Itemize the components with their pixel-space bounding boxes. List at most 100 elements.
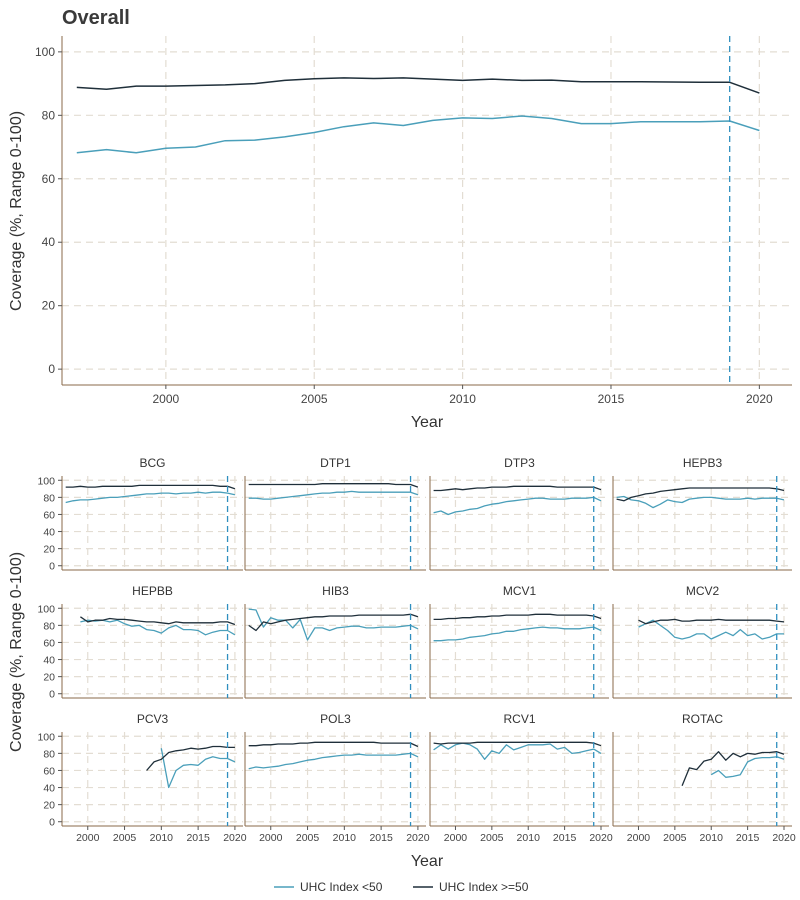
y-tick-label: 0 bbox=[49, 817, 55, 829]
facet-strip-label: RCV1 bbox=[503, 712, 535, 726]
facet-strip-label: HIB3 bbox=[322, 584, 349, 598]
series-line-uhc-high bbox=[76, 77, 760, 94]
facet-strip-label: BCG bbox=[139, 456, 165, 470]
legend-label-uhc-low: UHC Index <50 bbox=[300, 880, 383, 894]
y-tick-label: 0 bbox=[49, 689, 55, 701]
series-line-uhc-high bbox=[433, 741, 602, 747]
x-tick-label: 2000 bbox=[444, 832, 468, 844]
y-tick-label: 20 bbox=[42, 299, 56, 313]
facet-strip-label: MCV1 bbox=[503, 584, 537, 598]
series-line-uhc-low bbox=[80, 619, 236, 636]
y-axis-title: Coverage (%, Range 0-100) bbox=[8, 111, 25, 311]
y-tick-label: 40 bbox=[43, 655, 55, 667]
x-tick-label: 2000 bbox=[153, 392, 180, 406]
series-line-uhc-low bbox=[248, 608, 419, 641]
y-tick-label: 100 bbox=[37, 603, 55, 615]
x-tick-label: 2020 bbox=[223, 832, 247, 844]
facet-panel-bcg: BCG 0 20 40 60 80 100 bbox=[37, 456, 243, 573]
series-line-uhc-high bbox=[616, 487, 785, 502]
x-tick-label: 2010 bbox=[449, 392, 476, 406]
series-line-uhc-low bbox=[248, 752, 419, 770]
y-tick-label: 20 bbox=[43, 800, 55, 812]
x-tick-label: 2005 bbox=[113, 832, 137, 844]
series-line-uhc-low bbox=[638, 619, 784, 640]
y-tick-label: 60 bbox=[43, 637, 55, 649]
x-tick-label: 2010 bbox=[517, 832, 541, 844]
facet-y-axis-title: Coverage (%, Range 0-100) bbox=[8, 552, 25, 752]
facet-strip-label: ROTAC bbox=[682, 712, 723, 726]
series-line-uhc-low bbox=[160, 748, 236, 789]
facet-grid: BCG 0 20 40 60 80 100 DTP1 DTP3 HEPB3 HEPBB 0 20 40 60… bbox=[8, 456, 796, 870]
series-line-uhc-low bbox=[433, 496, 602, 516]
x-tick-label: 2015 bbox=[186, 832, 210, 844]
facet-strip-label: DTP1 bbox=[320, 456, 351, 470]
x-tick-label: 2015 bbox=[369, 832, 393, 844]
y-tick-label: 80 bbox=[43, 620, 55, 632]
facet-panel-hepb3: HEPB3 bbox=[612, 456, 792, 571]
facet-strip-label: PCV3 bbox=[137, 712, 169, 726]
y-tick-label: 80 bbox=[43, 492, 55, 504]
facet-panel-hib3: HIB3 bbox=[244, 584, 426, 699]
series-line-uhc-high bbox=[433, 613, 602, 621]
facet-panel-hepbb: HEPBB 0 20 40 60 80 100 bbox=[37, 584, 243, 701]
series-line-uhc-high bbox=[248, 483, 419, 488]
y-tick-label: 100 bbox=[37, 475, 55, 487]
x-tick-label: 2015 bbox=[736, 832, 760, 844]
y-tick-label: 40 bbox=[42, 235, 56, 249]
series-line-uhc-high bbox=[681, 751, 785, 787]
facet-strip-label: POL3 bbox=[320, 712, 351, 726]
series-line-uhc-high bbox=[80, 616, 236, 626]
series-line-uhc-low bbox=[433, 626, 602, 642]
x-tick-label: 2015 bbox=[598, 392, 625, 406]
facet-panel-rotac: ROTAC 2000 2005 2010 2015 2020 bbox=[612, 712, 796, 844]
y-tick-label: 40 bbox=[43, 783, 55, 795]
series-line-uhc-high bbox=[433, 485, 602, 492]
y-tick-label: 80 bbox=[42, 108, 56, 122]
y-tick-label: 0 bbox=[48, 362, 55, 376]
x-tick-label: 2020 bbox=[746, 392, 773, 406]
y-tick-label: 100 bbox=[37, 731, 55, 743]
y-tick-label: 60 bbox=[43, 509, 55, 521]
facet-panel-dtp3: DTP3 bbox=[429, 456, 609, 571]
series-line-uhc-low bbox=[248, 490, 419, 500]
facet-panel-pcv3: PCV3 0 20 40 60 80 100 2000 2005 2010 2015 2020 bbox=[37, 712, 246, 844]
overall-chart: Overall 0 20 40 60 80 100 2000 2005 2010 2015 2020 Y… bbox=[8, 7, 792, 431]
legend-label-uhc-high: UHC Index >=50 bbox=[439, 880, 529, 894]
facet-panel-dtp1: DTP1 bbox=[244, 456, 426, 571]
series-line-uhc-high bbox=[638, 618, 785, 625]
x-tick-label: 2005 bbox=[296, 832, 320, 844]
x-tick-label: 2005 bbox=[663, 832, 687, 844]
series-line-uhc-low bbox=[76, 115, 760, 154]
y-tick-label: 40 bbox=[43, 527, 55, 539]
y-tick-label: 100 bbox=[35, 45, 55, 59]
x-tick-label: 2010 bbox=[333, 832, 357, 844]
x-tick-label: 2000 bbox=[259, 832, 283, 844]
x-tick-label: 2010 bbox=[150, 832, 174, 844]
series-line-uhc-low bbox=[433, 742, 602, 760]
y-tick-label: 20 bbox=[43, 672, 55, 684]
x-tick-label: 2020 bbox=[589, 832, 613, 844]
facet-panel-mcv1: MCV1 bbox=[429, 584, 609, 699]
facet-strip-label: HEPBB bbox=[132, 584, 173, 598]
facet-strip-label: DTP3 bbox=[504, 456, 535, 470]
series-line-uhc-high bbox=[248, 741, 419, 748]
y-tick-label: 60 bbox=[43, 765, 55, 777]
facet-panel-mcv2: MCV2 bbox=[612, 584, 792, 699]
series-line-uhc-low bbox=[710, 756, 785, 778]
y-tick-label: 80 bbox=[43, 748, 55, 760]
y-tick-label: 60 bbox=[42, 172, 56, 186]
legend: UHC Index <50 UHC Index >=50 bbox=[274, 880, 529, 894]
series-line-uhc-low bbox=[616, 495, 785, 509]
x-tick-label: 2020 bbox=[772, 832, 796, 844]
chart-title: Overall bbox=[62, 7, 130, 29]
facet-strip-label: HEPB3 bbox=[683, 456, 723, 470]
series-line-uhc-high bbox=[248, 613, 419, 632]
x-tick-label: 2005 bbox=[480, 832, 504, 844]
x-tick-label: 2020 bbox=[406, 832, 430, 844]
y-tick-label: 0 bbox=[49, 561, 55, 573]
x-axis-title: Year bbox=[411, 414, 444, 431]
series-line-uhc-high bbox=[146, 745, 235, 771]
x-tick-label: 2015 bbox=[553, 832, 577, 844]
x-tick-label: 2005 bbox=[301, 392, 328, 406]
